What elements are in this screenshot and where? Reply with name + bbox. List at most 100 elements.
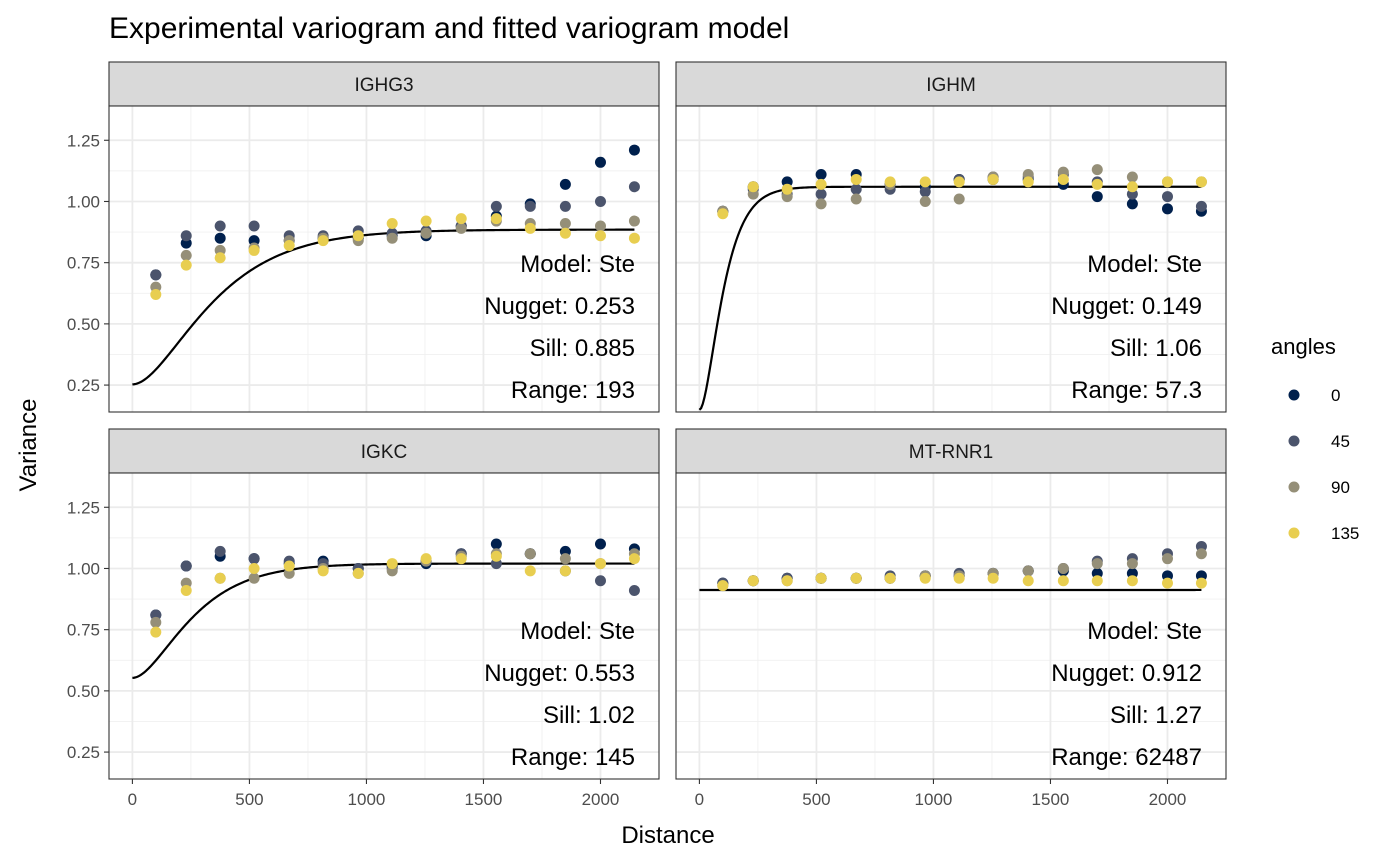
data-point xyxy=(248,244,260,256)
axis-titles: Distance Variance xyxy=(15,399,715,849)
data-point xyxy=(594,558,606,570)
y-tick-label: 1.25 xyxy=(67,498,100,517)
data-point xyxy=(747,181,759,193)
panel-border xyxy=(108,105,660,413)
y-tick-label: 0.75 xyxy=(67,254,100,273)
data-point xyxy=(524,548,536,560)
x-tick-label: 1000 xyxy=(915,790,953,809)
data-point xyxy=(150,626,162,638)
model-annotation: Range: 57.3 xyxy=(1071,377,1202,404)
facet-panel: IGHM Model: Ste Nugget: 0.149 Sill: 1.06 Ran… xyxy=(675,61,1227,413)
data-point xyxy=(1126,575,1138,587)
data-point xyxy=(1126,198,1138,210)
model-annotation: Sill: 0.885 xyxy=(530,335,635,362)
data-point xyxy=(953,176,965,188)
model-annotation: Sill: 1.27 xyxy=(1110,702,1202,729)
facet-strip-label: IGKC xyxy=(361,442,407,463)
data-point xyxy=(524,200,536,212)
data-point xyxy=(1091,191,1103,203)
model-annotation: Range: 62487 xyxy=(1051,744,1202,771)
facet-strip xyxy=(675,61,1227,107)
data-point xyxy=(953,193,965,205)
legend-title: angles xyxy=(1271,334,1336,359)
y-tick-label: 0.50 xyxy=(67,315,100,334)
facet-panel: IGHG3 Model: Ste Nugget: 0.253 Sill: 0.885 R… xyxy=(67,61,660,413)
data-point xyxy=(1161,191,1173,203)
facet-strip-label: IGHM xyxy=(926,75,976,96)
data-point xyxy=(386,558,398,570)
data-point xyxy=(628,232,640,244)
data-point xyxy=(214,252,226,264)
data-point xyxy=(815,169,827,181)
data-point xyxy=(628,181,640,193)
data-point xyxy=(248,572,260,584)
data-point xyxy=(1057,173,1069,185)
facet-panel: IGKC Model: Ste Nugget: 0.553 Sill: 1.02 Ran… xyxy=(67,428,660,809)
data-point xyxy=(1195,200,1207,212)
data-point xyxy=(1091,164,1103,176)
facet-panel: MT-RNR1 Model: Ste Nugget: 0.912 Sill: 1.27… xyxy=(675,428,1227,809)
data-point xyxy=(1022,176,1034,188)
data-point xyxy=(628,585,640,597)
panel-background xyxy=(676,106,1226,412)
data-point xyxy=(386,218,398,230)
data-point xyxy=(180,259,192,271)
data-point xyxy=(283,560,295,572)
data-point xyxy=(628,215,640,227)
data-point xyxy=(1195,176,1207,188)
data-point xyxy=(420,553,432,565)
data-point xyxy=(850,572,862,584)
data-point xyxy=(559,227,571,239)
y-tick-label: 0.25 xyxy=(67,743,100,762)
data-point xyxy=(747,575,759,587)
data-point xyxy=(628,144,640,156)
data-point xyxy=(717,208,729,220)
y-tick-label: 0.75 xyxy=(67,621,100,640)
data-point xyxy=(1195,577,1207,589)
data-point xyxy=(490,213,502,225)
model-annotation: Nugget: 0.553 xyxy=(484,660,635,687)
data-point xyxy=(815,178,827,190)
data-point xyxy=(815,188,827,200)
data-point xyxy=(919,572,931,584)
x-axis-title: Distance xyxy=(621,822,714,849)
legend-key xyxy=(1288,481,1300,493)
data-point xyxy=(214,545,226,557)
data-point xyxy=(455,213,467,225)
facet-strip xyxy=(108,61,660,107)
data-point xyxy=(150,269,162,281)
data-point xyxy=(559,218,571,230)
panel-border xyxy=(675,472,1227,780)
data-point xyxy=(919,195,931,207)
y-tick-label: 1.25 xyxy=(67,131,100,150)
model-annotation: Range: 193 xyxy=(511,377,635,404)
legend-label: 135 xyxy=(1331,524,1359,543)
y-tick-label: 1.00 xyxy=(67,192,100,211)
data-point xyxy=(150,288,162,300)
data-point xyxy=(524,565,536,577)
x-tick-label: 0 xyxy=(128,790,137,809)
facet-strip xyxy=(675,428,1227,474)
data-point xyxy=(919,176,931,188)
data-point xyxy=(180,230,192,242)
model-annotation: Nugget: 0.253 xyxy=(484,293,635,320)
model-annotation: Model: Ste xyxy=(520,251,635,278)
data-point xyxy=(559,178,571,190)
panel-background xyxy=(676,473,1226,779)
x-tick-label: 500 xyxy=(802,790,830,809)
data-point xyxy=(628,553,640,565)
data-point xyxy=(180,585,192,597)
facet-strip-label: IGHG3 xyxy=(354,75,413,96)
facet-strip-label: MT-RNR1 xyxy=(909,442,993,463)
data-point xyxy=(248,220,260,232)
data-point xyxy=(1126,558,1138,570)
y-axis-title: Variance xyxy=(15,399,42,492)
x-tick-label: 1500 xyxy=(465,790,503,809)
data-point xyxy=(987,173,999,185)
data-point xyxy=(594,538,606,550)
data-point xyxy=(1022,565,1034,577)
data-point xyxy=(214,572,226,584)
x-tick-label: 500 xyxy=(235,790,263,809)
data-point xyxy=(352,230,364,242)
data-point xyxy=(455,222,467,234)
